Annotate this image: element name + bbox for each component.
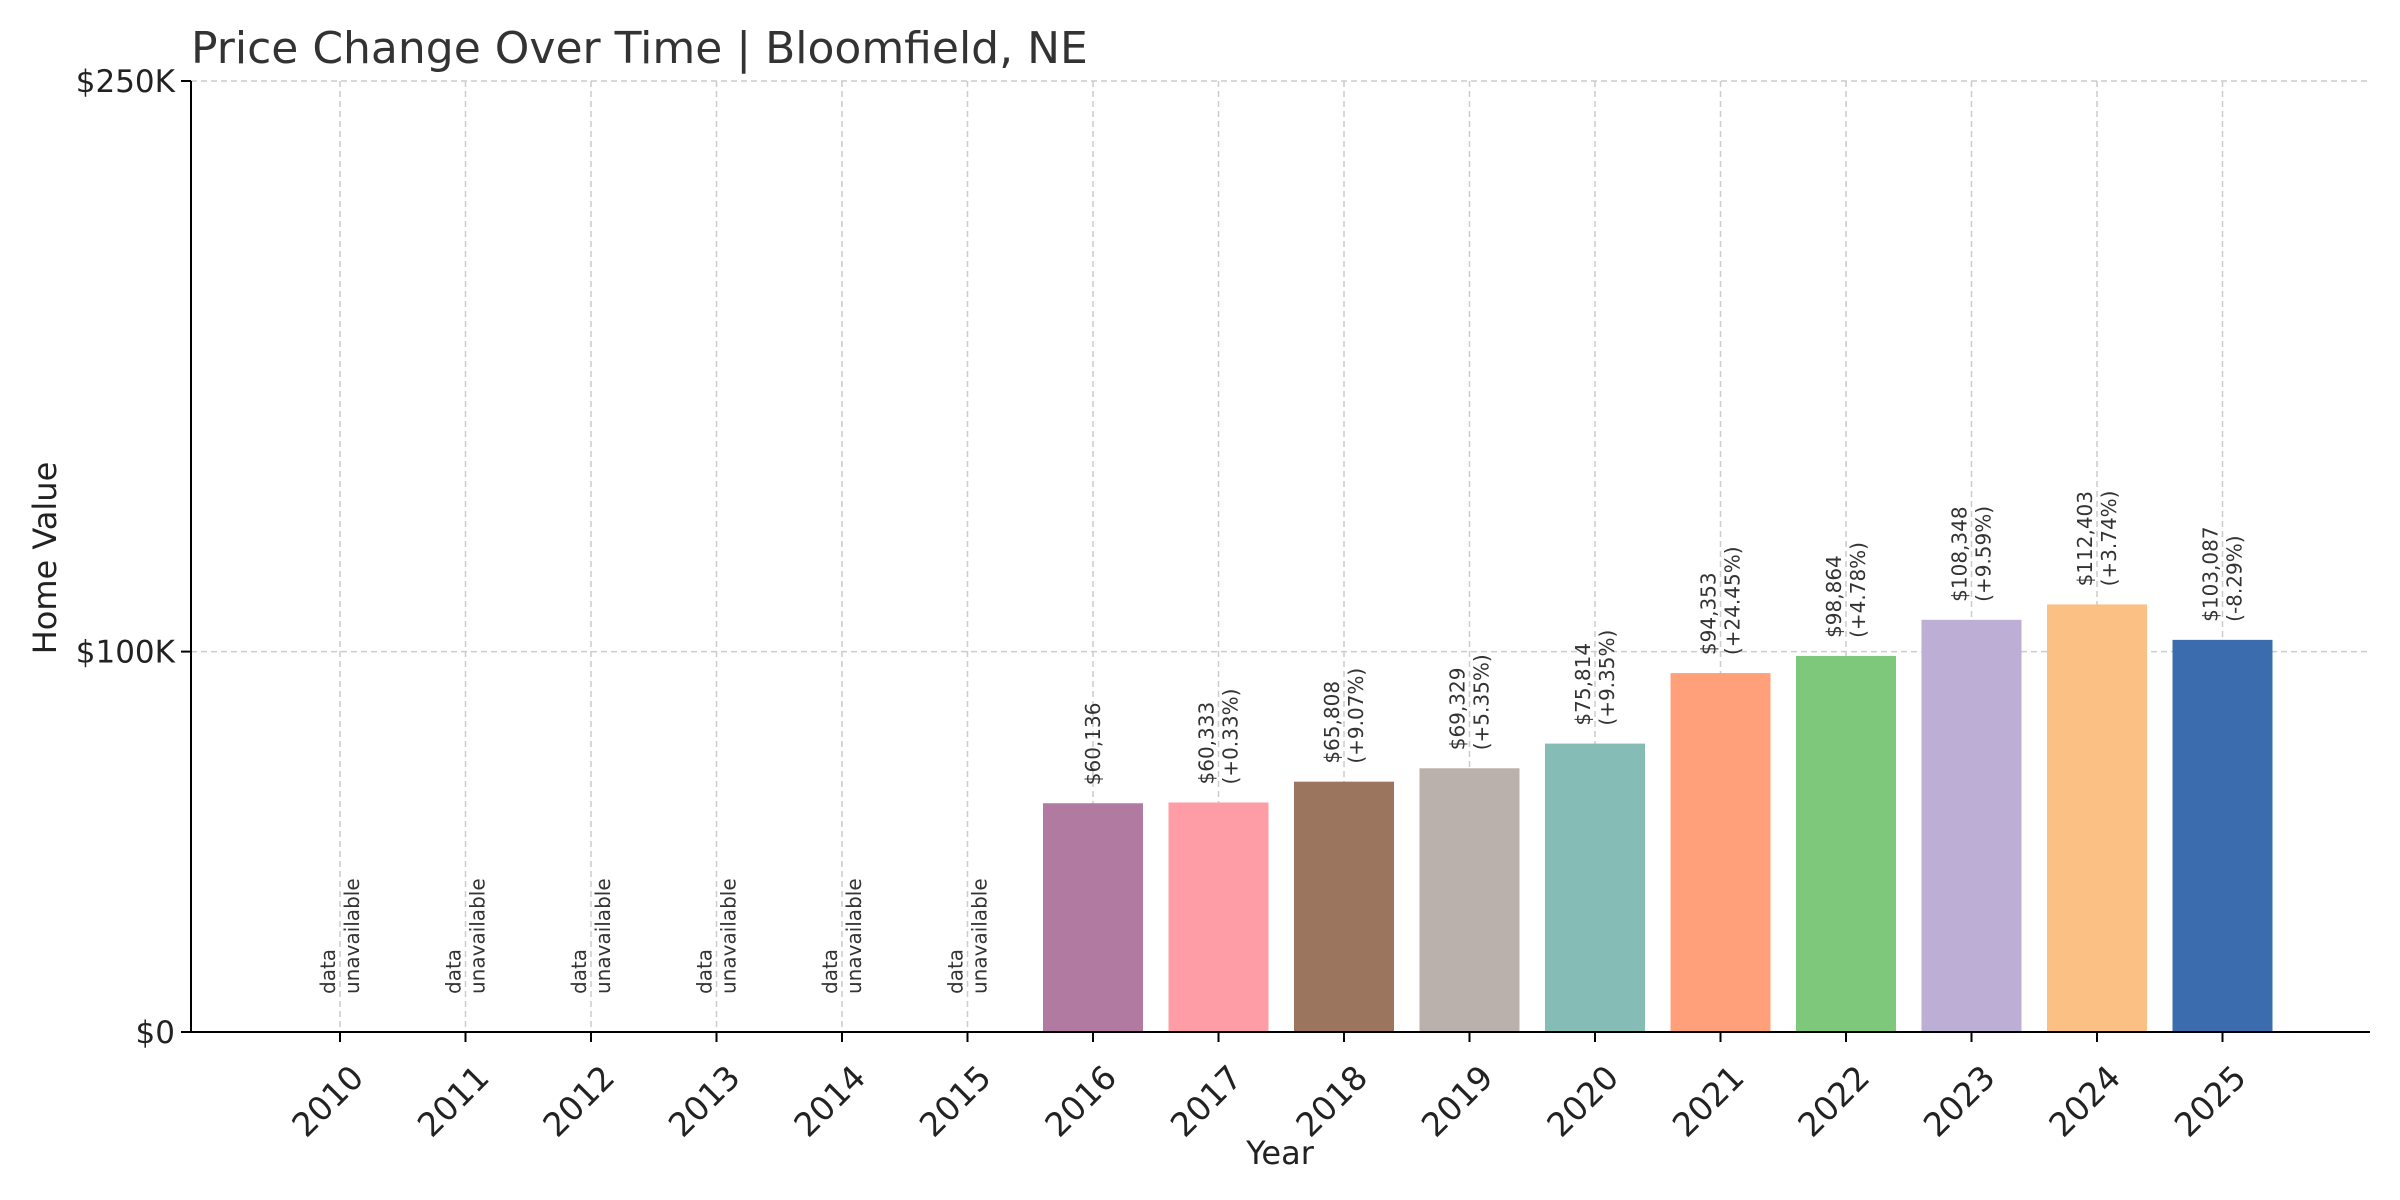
unavailable-label: data [944,949,968,994]
change-label: (+9.07%) [1344,668,1368,764]
x-tick-label: 2011 [410,1058,497,1145]
grid-lines [191,80,2370,1032]
x-tick-label: 2013 [661,1058,748,1145]
x-tick-label: 2023 [1916,1058,2003,1145]
x-tick-label: 2015 [912,1058,999,1145]
chart-title: Price Change Over Time | Bloomfield, NE [191,23,1088,74]
value-label: $103,087 [2199,526,2223,621]
value-label: $108,348 [1948,506,1972,601]
x-tick-label: 2014 [786,1058,873,1145]
unavailable-label: data [316,949,340,994]
unavailable-label: data [693,949,717,994]
value-label: $98,864 [1822,555,1846,638]
unavailable-label: unavailable [717,878,741,994]
x-tick-label: 2022 [1790,1058,1877,1145]
x-tick-label: 2019 [1414,1058,1501,1145]
y-axis-label: Home Value [26,462,64,655]
value-label: $60,136 [1081,703,1105,786]
bar-2017 [1168,802,1269,1032]
bar-2018 [1294,781,1394,1032]
value-label: $60,333 [1195,702,1219,785]
value-label: $69,329 [1446,668,1470,751]
value-label: $65,808 [1320,681,1344,764]
unavailable-label: data [567,949,591,994]
bar-2019 [1419,768,1520,1032]
unavailable-label: data [442,949,466,994]
x-tick-label: 2018 [1288,1058,1375,1145]
bar-labels: data unavailable data unavailable data unavai… [316,491,2247,994]
y-tick-label: $250K [76,64,176,100]
bar-2025 [2172,639,2273,1032]
change-label: (+3.74%) [2097,491,2121,587]
change-label: (+4.78%) [1846,542,1870,638]
change-label: (+5.35%) [1470,654,1494,750]
change-label: (+9.35%) [1595,630,1619,726]
bar-2024 [2047,604,2147,1032]
y-tick-label: $100K [76,635,176,671]
value-label: $112,403 [2073,491,2097,586]
bar-2021 [1670,673,1771,1032]
change-label: (+9.59%) [1972,506,1996,602]
x-axis-label: Year [1245,1134,1315,1172]
change-label: (+24.45%) [1721,546,1745,655]
change-label: (+0.33%) [1219,689,1243,785]
change-label: (-8.29%) [2223,535,2247,621]
bar-2020 [1545,743,1645,1032]
x-tick-label: 2012 [535,1058,622,1145]
x-tick-label: 2020 [1539,1058,1626,1145]
x-tick-label: 2016 [1037,1058,1124,1145]
unavailable-label: unavailable [842,878,866,994]
unavailable-label: data [818,949,842,994]
x-tick-label: 2025 [2167,1058,2254,1145]
unavailable-label: unavailable [340,878,364,994]
unavailable-label: unavailable [591,878,615,994]
value-label: $75,814 [1571,643,1595,726]
unavailable-label: unavailable [968,878,992,994]
unavailable-label: unavailable [466,878,490,994]
bar-2022 [1796,655,1896,1032]
bars [1043,604,2273,1032]
value-label: $94,353 [1697,572,1721,655]
x-tick-label: 2017 [1163,1058,1250,1145]
x-tick-label: 2021 [1665,1058,1752,1145]
bar-2016 [1043,803,1143,1032]
x-tick-label: 2010 [284,1058,371,1145]
bar-2023 [1921,619,2022,1032]
y-tick-label: $0 [136,1015,175,1051]
x-tick-label: 2024 [2041,1058,2128,1145]
